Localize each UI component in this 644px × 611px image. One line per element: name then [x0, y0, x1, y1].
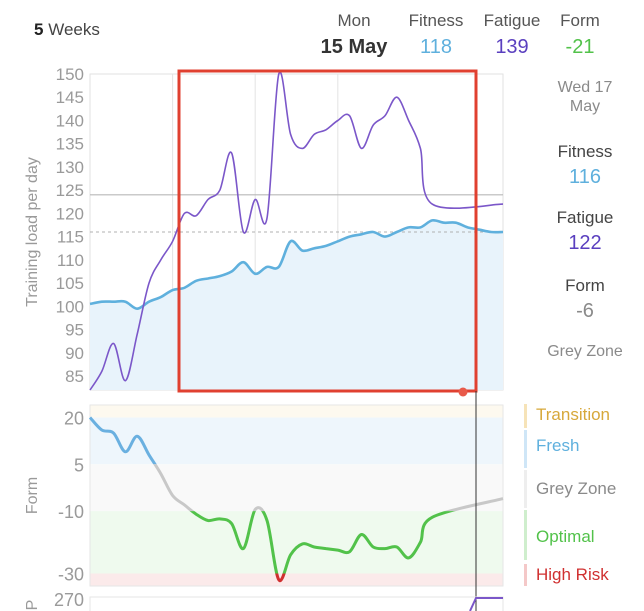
side-fatigue-value: 122 [568, 232, 602, 254]
header-fitness-value: 118 [420, 36, 452, 58]
form-ylabel: Form [24, 477, 41, 514]
form-ytick-label: 5 [74, 455, 84, 475]
side-zone: Grey Zone [547, 343, 623, 360]
selection-handle [458, 387, 468, 397]
form-line-segment [88, 416, 157, 465]
form-zone-band [90, 464, 503, 512]
form-zone-band [90, 405, 503, 418]
legend-fresh: Fresh [536, 436, 580, 455]
top-ytick-label: 150 [56, 65, 84, 84]
header-fatigue-label: Fatigue [483, 11, 541, 30]
legend-bar-grey [524, 470, 527, 508]
top-ytick-label: 135 [56, 135, 84, 154]
selection-box [177, 69, 478, 393]
side-day: Wed 17 [557, 79, 613, 96]
legend-optimal: Optimal [536, 527, 595, 546]
header-fatigue-value: 139 [495, 36, 529, 58]
legend-high-risk: High Risk [536, 565, 609, 584]
bottom-ytick-label: 270 [54, 590, 84, 610]
legend-bar-fresh [524, 430, 527, 468]
side-form-label: Form [565, 276, 605, 295]
top-ytick-label: 130 [56, 158, 84, 177]
form-ytick-label: -10 [58, 502, 84, 522]
range-unit: Weeks [48, 20, 100, 39]
bottom-plot-frame [89, 596, 504, 611]
legend-bar-optimal [524, 510, 527, 560]
range-value: 5 [34, 20, 44, 39]
top-ytick-label: 125 [56, 181, 84, 200]
top-ytick-label: 145 [56, 88, 84, 107]
fitness-line [89, 218, 504, 311]
side-fitness-value: 116 [569, 166, 601, 188]
fitness-area [90, 220, 503, 390]
legend-bar-risk [524, 564, 527, 586]
top-ytick-label: 100 [56, 297, 84, 316]
legend-transition: Transition [536, 405, 611, 424]
form-zone-band [90, 417, 503, 465]
top-ytick-label: 95 [65, 321, 84, 340]
fatigue-line [89, 71, 504, 391]
top-ytick-label: 90 [65, 344, 84, 363]
form-plot-frame [89, 404, 504, 587]
top-ytick-label: 85 [65, 367, 84, 386]
bottom-ylabel: P [24, 600, 41, 611]
top-ytick-label: 120 [56, 204, 84, 223]
header-fitness-label: Fitness [408, 11, 464, 30]
form-ytick-label: 20 [64, 408, 84, 428]
top-ytick-label: 105 [56, 274, 84, 293]
form-zone-band [90, 511, 503, 574]
form-line-segment [189, 511, 456, 574]
top-ytick-label: 110 [57, 251, 84, 270]
legend-grey: Grey Zone [536, 479, 617, 498]
side-form-value: -6 [576, 300, 594, 322]
range-selector[interactable]: 5 Weeks [34, 20, 100, 40]
bottom-series-line [469, 597, 503, 611]
header-date: 15 May [320, 36, 388, 58]
form-ytick-label: -30 [58, 565, 84, 585]
side-month: May [569, 98, 601, 115]
side-fatigue-label: Fatigue [556, 208, 614, 227]
header-day: Mon [337, 11, 371, 30]
form-zone-band [90, 573, 503, 586]
top-ylabel: Training load per day [24, 157, 41, 307]
legend-bar-transition [524, 404, 527, 428]
top-ytick-label: 140 [56, 111, 84, 130]
header-form-label: Form [560, 11, 600, 30]
header-form-value: -21 [565, 36, 595, 58]
top-ytick-label: 115 [57, 228, 84, 247]
side-fitness-label: Fitness [557, 142, 613, 161]
